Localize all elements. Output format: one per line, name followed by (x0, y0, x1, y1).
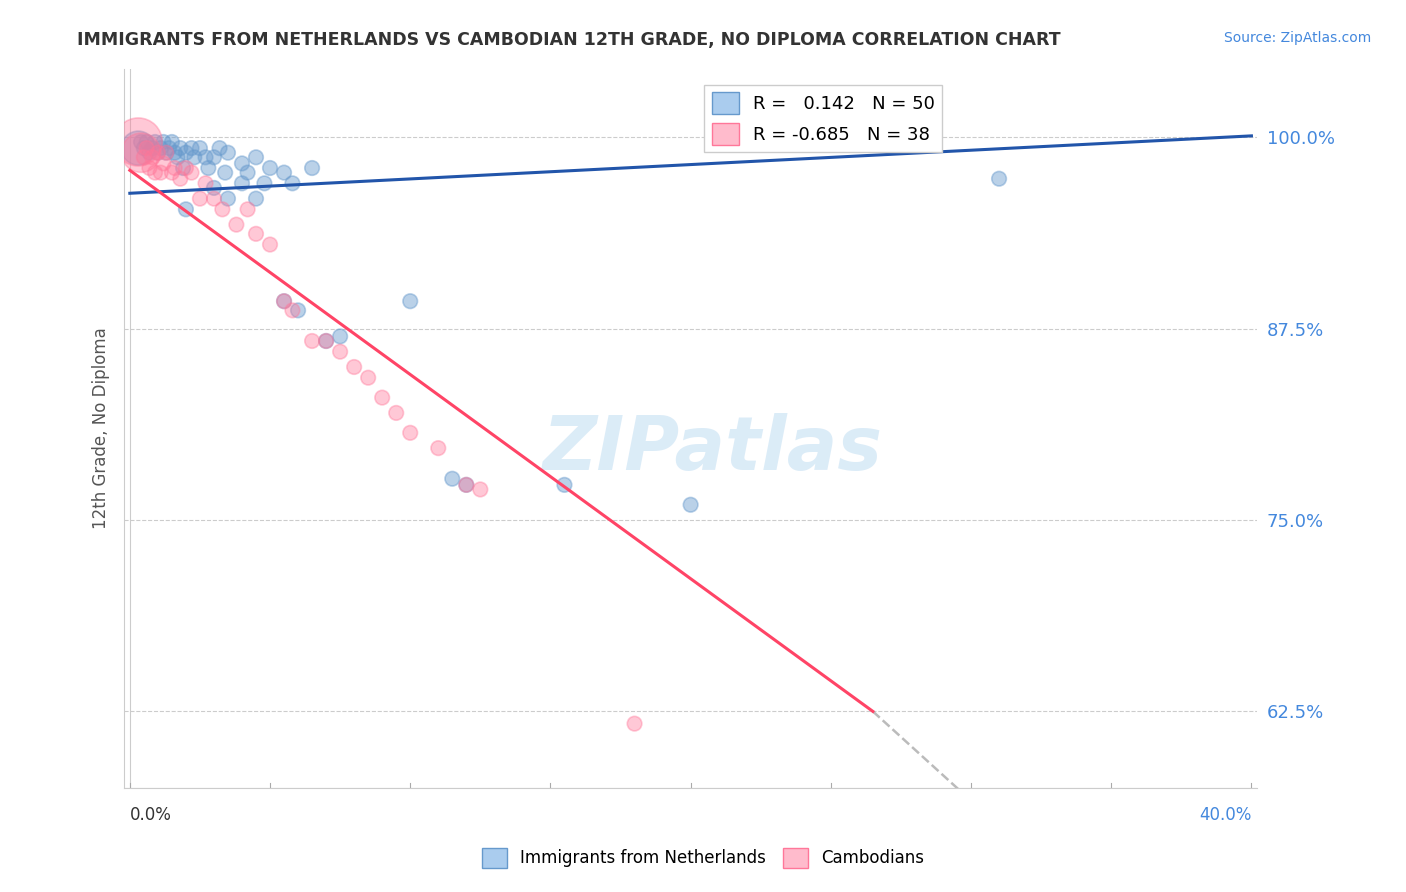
Point (253, 177, 276, 191)
Point (163, 161, 186, 175)
Point (208, 141, 231, 155)
Point (456, 478, 478, 492)
Point (441, 472, 464, 486)
Point (259, 161, 281, 175)
Point (180, 141, 202, 155)
Point (188, 141, 211, 155)
Point (143, 135, 166, 149)
Point (231, 156, 253, 170)
Point (143, 166, 166, 180)
Point (183, 150, 205, 164)
Point (315, 334, 337, 348)
Point (166, 150, 188, 164)
Point (202, 150, 225, 164)
Point (301, 334, 323, 348)
Point (385, 406, 408, 420)
Point (160, 166, 183, 180)
Point (155, 145, 177, 160)
Point (163, 145, 186, 160)
Point (132, 141, 155, 155)
Point (127, 135, 149, 149)
Point (169, 171, 191, 186)
Point (214, 166, 236, 180)
Point (329, 344, 352, 359)
Point (152, 135, 174, 149)
Point (245, 192, 267, 206)
Point (132, 150, 155, 164)
Text: 40.0%: 40.0% (1199, 806, 1251, 824)
Point (157, 141, 180, 155)
Point (172, 161, 194, 175)
Point (149, 166, 172, 180)
Point (141, 141, 163, 155)
Point (211, 202, 233, 217)
Point (194, 177, 217, 191)
Point (343, 359, 366, 374)
Point (273, 294, 295, 309)
Point (399, 294, 422, 309)
Legend: Immigrants from Netherlands, Cambodians: Immigrants from Netherlands, Cambodians (475, 841, 931, 875)
Point (225, 218, 247, 232)
Point (236, 166, 259, 180)
Point (141, 150, 163, 164)
Point (129, 135, 152, 149)
Point (174, 145, 197, 160)
Text: Source: ZipAtlas.com: Source: ZipAtlas.com (1223, 31, 1371, 45)
Point (169, 141, 191, 155)
Point (217, 145, 239, 160)
Point (202, 192, 225, 206)
Point (135, 141, 157, 155)
Point (160, 135, 183, 149)
Point (357, 370, 380, 384)
Point (553, 478, 575, 492)
Point (231, 177, 253, 191)
Point (371, 391, 394, 405)
Point (427, 441, 450, 455)
Point (146, 145, 169, 160)
Point (281, 177, 304, 191)
Legend: R =   0.142   N = 50, R = -0.685   N = 38: R = 0.142 N = 50, R = -0.685 N = 38 (704, 85, 942, 153)
Point (281, 303, 304, 318)
Point (245, 227, 267, 241)
Point (149, 141, 172, 155)
Point (259, 237, 281, 252)
Text: ZIPatlas: ZIPatlas (543, 413, 883, 486)
Point (236, 202, 259, 217)
Point (301, 161, 323, 175)
Point (135, 135, 157, 149)
Point (202, 181, 225, 195)
Point (188, 192, 211, 206)
Point (217, 192, 239, 206)
Y-axis label: 12th Grade, No Diploma: 12th Grade, No Diploma (93, 327, 110, 529)
Point (174, 202, 197, 217)
Point (287, 303, 309, 318)
Point (273, 166, 295, 180)
Point (470, 483, 492, 497)
Point (623, 716, 645, 731)
Point (146, 145, 169, 160)
Text: 0.0%: 0.0% (129, 806, 172, 824)
Point (174, 161, 197, 175)
Point (988, 171, 1011, 186)
Point (138, 161, 160, 175)
Point (399, 425, 422, 440)
Point (273, 294, 295, 309)
Point (180, 166, 202, 180)
Point (129, 145, 152, 160)
Point (138, 145, 160, 160)
Text: IMMIGRANTS FROM NETHERLANDS VS CAMBODIAN 12TH GRADE, NO DIPLOMA CORRELATION CHAR: IMMIGRANTS FROM NETHERLANDS VS CAMBODIAN… (77, 31, 1062, 49)
Point (127, 141, 149, 155)
Point (194, 150, 217, 164)
Point (329, 329, 352, 343)
Point (456, 478, 478, 492)
Point (155, 145, 177, 160)
Point (197, 161, 219, 175)
Point (152, 156, 174, 170)
Point (245, 150, 267, 164)
Point (315, 334, 337, 348)
Point (679, 498, 702, 512)
